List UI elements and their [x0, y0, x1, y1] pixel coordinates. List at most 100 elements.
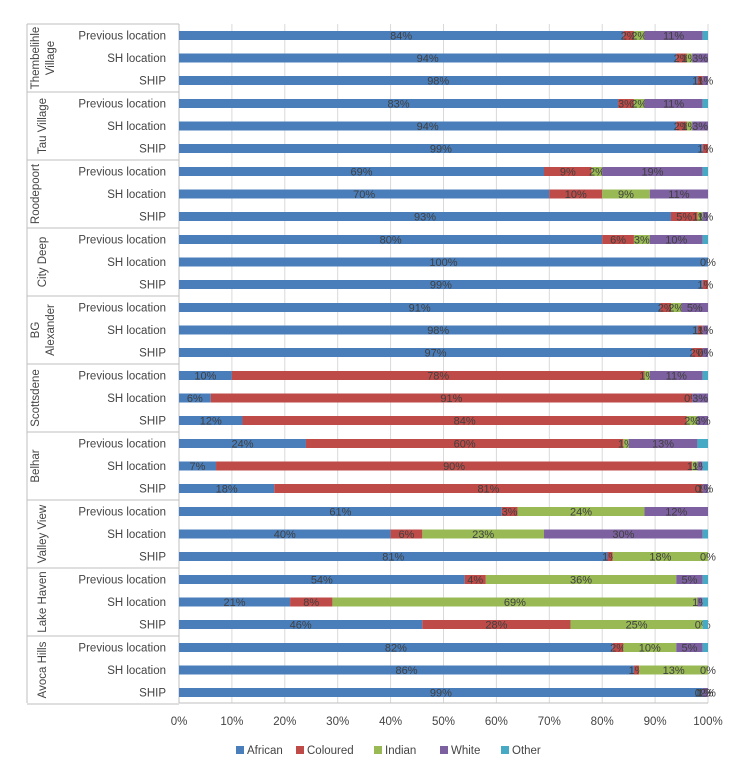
data-label: 1% — [697, 688, 713, 700]
data-label: 86% — [395, 665, 417, 677]
bar-category-label: SH location — [107, 53, 166, 65]
data-label: 91% — [409, 303, 431, 315]
data-label: 99% — [430, 688, 452, 700]
data-label: 12% — [200, 416, 222, 428]
bar-segment-coloured — [633, 665, 640, 675]
data-label: 98% — [427, 76, 449, 88]
bar-segment-coloured — [623, 31, 634, 40]
data-label: 3% — [692, 121, 708, 133]
bar-segment-coloured — [618, 99, 634, 108]
group-label: Alexander — [45, 304, 57, 356]
bar-segment-coloured — [305, 439, 624, 448]
data-label: 13% — [652, 439, 674, 451]
x-tick-label: 70% — [538, 716, 561, 728]
bar-segment-indian — [633, 99, 645, 108]
bar-category-label: SH location — [107, 597, 166, 609]
bar-segment-white — [649, 235, 703, 244]
bar-segment-indian — [633, 235, 650, 244]
bar-segment-coloured — [697, 76, 703, 85]
bar-segment-other — [702, 620, 708, 629]
data-label: 19% — [641, 167, 663, 179]
bar-segment-indian — [686, 53, 693, 63]
legend-swatch-african — [236, 746, 244, 754]
bar-category-label: SHIP — [139, 212, 166, 224]
bar-segment-coloured — [242, 416, 687, 425]
data-label: 3% — [692, 53, 708, 65]
bar-category-label: Previous location — [78, 643, 166, 655]
data-label: 5% — [682, 643, 698, 655]
bar-segment-white — [702, 348, 708, 357]
bar-segment-coloured — [422, 620, 571, 629]
data-label: 2% — [621, 31, 637, 43]
data-label: 69% — [350, 167, 372, 179]
bar-segment-african — [179, 529, 391, 539]
data-label: 98% — [427, 325, 449, 337]
bar-segment-white — [692, 393, 708, 403]
group-label: Village — [45, 41, 57, 75]
bar-segment-other — [702, 31, 708, 40]
bar-segment-coloured — [670, 212, 698, 221]
data-label: 12% — [665, 507, 687, 519]
group-label: Scottsdene — [30, 369, 42, 427]
legend-swatch-coloured — [296, 746, 304, 754]
bar-segment-white — [697, 416, 708, 425]
bar-segment-african — [179, 189, 550, 199]
bar-category-label: SHIP — [139, 280, 166, 292]
bar-segment-white — [692, 53, 708, 63]
legend-swatch-indian — [374, 746, 382, 754]
data-label: 24% — [570, 507, 592, 519]
data-label: 5% — [687, 303, 703, 315]
bar-segment-indian — [332, 597, 698, 607]
data-label: 1% — [697, 144, 713, 156]
data-label: 2% — [689, 348, 705, 360]
bar-category-label: Previous location — [78, 235, 166, 247]
data-label: 23% — [472, 529, 494, 541]
data-label: 3% — [502, 507, 518, 519]
bar-segment-other — [702, 529, 708, 539]
bar-category-label: SHIP — [139, 688, 166, 700]
bar-segment-white — [681, 303, 708, 312]
data-label: 2% — [631, 99, 647, 111]
bar-segment-other — [697, 439, 708, 448]
bar-segment-indian — [639, 665, 708, 675]
x-tick-label: 60% — [485, 716, 508, 728]
x-tick-label: 90% — [644, 716, 667, 728]
data-label: 94% — [417, 121, 439, 133]
group-label: Belhar — [30, 449, 42, 482]
bar-segment-african — [179, 167, 545, 176]
bar-segment-african — [179, 212, 671, 221]
data-label: 9% — [560, 167, 576, 179]
bar-segment-coloured — [549, 189, 603, 199]
data-label: 100% — [429, 257, 457, 269]
bar-segment-white — [644, 31, 703, 40]
group-label: Roodepoort — [30, 163, 42, 224]
data-label: 91% — [440, 393, 462, 405]
data-label: 18% — [649, 552, 671, 564]
data-label: 40% — [274, 529, 296, 541]
data-label: 5% — [682, 575, 698, 587]
bar-segment-coloured — [676, 121, 687, 131]
legend-label: Other — [512, 745, 541, 757]
bar-segment-african — [179, 416, 243, 425]
data-label: 4% — [467, 575, 483, 587]
bar-segment-white — [702, 76, 708, 85]
data-label: 0% — [700, 665, 716, 677]
bar-segment-other — [702, 99, 708, 108]
data-label: 11% — [666, 371, 687, 383]
bar-segment-african — [179, 665, 634, 675]
data-label: 2% — [631, 31, 647, 43]
data-label: 61% — [329, 507, 351, 519]
data-label: 82% — [385, 643, 407, 655]
data-label: 21% — [224, 597, 246, 609]
bar-segment-indian — [670, 303, 682, 312]
bar-category-label: Previous location — [78, 371, 166, 383]
bar-segment-coloured — [697, 325, 703, 335]
legend-label: White — [451, 745, 480, 757]
bar-category-label: SH location — [107, 189, 166, 201]
data-label: 0% — [697, 348, 713, 360]
bar-segment-indian — [697, 212, 703, 221]
x-tick-label: 10% — [220, 716, 243, 728]
bar-segment-other — [702, 461, 708, 471]
bar-segment-african — [179, 235, 603, 244]
